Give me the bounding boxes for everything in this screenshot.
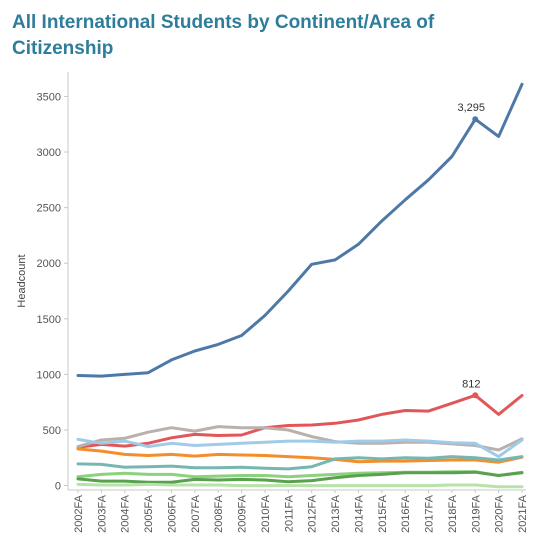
y-axis-label: Headcount: [16, 254, 28, 307]
y-tick-label: 2500: [37, 203, 61, 215]
series-line-4: [76, 447, 524, 464]
series-line-7: [76, 470, 524, 484]
x-tick-label: 2011FA: [283, 494, 295, 532]
annotation-marker: [472, 116, 479, 123]
y-tick-label: 3000: [37, 147, 61, 159]
x-tick-label: 2010FA: [260, 494, 272, 533]
x-tick-label: 2020FA: [494, 494, 506, 533]
annotation-marker: [472, 392, 479, 399]
y-tick-label: 1000: [37, 369, 61, 381]
x-tick-label: 2006FA: [166, 494, 178, 533]
x-tick-label: 2005FA: [143, 494, 155, 533]
x-tick-label: 2018FA: [447, 494, 459, 533]
y-tick-label: 0: [55, 481, 61, 493]
x-tick-label: 2007FA: [190, 494, 202, 533]
y-tick-label: 1500: [37, 314, 61, 326]
data-label: 3,295: [457, 102, 485, 114]
x-tick-label: 2012FA: [307, 494, 319, 533]
x-tick-label: 2008FA: [213, 494, 225, 533]
x-tick-label: 2003FA: [96, 494, 108, 533]
series-line-1: [76, 393, 524, 449]
x-tick-label: 2019FA: [470, 494, 482, 533]
x-tick-label: 2017FA: [424, 494, 436, 533]
y-tick-label: 500: [43, 425, 61, 437]
x-tick-label: 2015FA: [377, 494, 389, 533]
y-tick-label: 2000: [37, 258, 61, 270]
x-tick-label: 2016FA: [400, 494, 412, 533]
x-tick-label: 2009FA: [237, 494, 249, 533]
x-tick-label: 2004FA: [120, 494, 132, 533]
series-line-3: [76, 437, 524, 459]
series-line-0: [76, 82, 524, 378]
x-tick-label: 2014FA: [353, 494, 365, 533]
data-label: 812: [462, 378, 480, 390]
x-tick-label: 2002FA: [73, 494, 85, 533]
x-tick-label: 2021FA: [517, 494, 529, 533]
y-tick-label: 3500: [37, 91, 61, 103]
chart-title: All International Students by Continent/…: [12, 12, 435, 59]
series-line-5: [76, 455, 524, 471]
series-line-8: [76, 482, 524, 489]
x-tick-label: 2013FA: [330, 494, 342, 533]
